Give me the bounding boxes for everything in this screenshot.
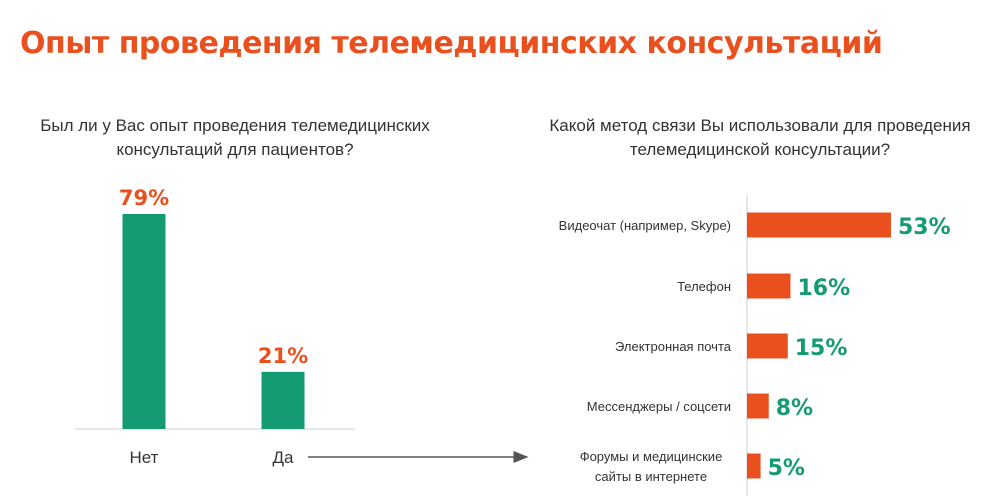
right-bar <box>747 273 791 299</box>
right-category-label: Видеочат (например, Skype) <box>559 218 731 233</box>
left-category-label: Да <box>273 448 295 467</box>
left-category-label: Нет <box>130 448 159 467</box>
right-chart-question: Какой метод связи Вы использовали для пр… <box>549 116 971 159</box>
right-bar-value-label: 53% <box>898 215 951 240</box>
left-bar-value-label: 79% <box>119 186 169 210</box>
right-bar-value-label: 15% <box>795 336 848 361</box>
right-category-label: Электронная почта <box>615 339 732 354</box>
right-bar-value-label: 8% <box>776 396 813 421</box>
right-bar-value-label: 16% <box>797 276 850 301</box>
page-title: Опыт проведения телемедицинских консульт… <box>20 26 883 61</box>
left-chart-question: Был ли у Вас опыт проведения телемедицин… <box>40 116 430 159</box>
right-bar-value-label: 5% <box>768 456 805 481</box>
right-category-label: Телефон <box>677 279 731 294</box>
left-bar-value-label: 21% <box>258 344 308 368</box>
right-bar <box>747 453 761 479</box>
right-bar <box>747 212 891 238</box>
left-bar <box>122 214 166 429</box>
right-category-label: Форумы и медицинские сайты в интернете <box>580 449 723 484</box>
right-bar <box>747 393 769 419</box>
right-bar-chart: 53% Видеочат (например, Skype) 16% Телефон 1… <box>559 195 951 495</box>
right-category-label: Мессенджеры / соцсети <box>587 399 731 414</box>
left-bar-chart: 79% Нет 21% Да <box>75 186 355 467</box>
right-bar <box>747 333 788 359</box>
left-bar <box>261 371 305 429</box>
